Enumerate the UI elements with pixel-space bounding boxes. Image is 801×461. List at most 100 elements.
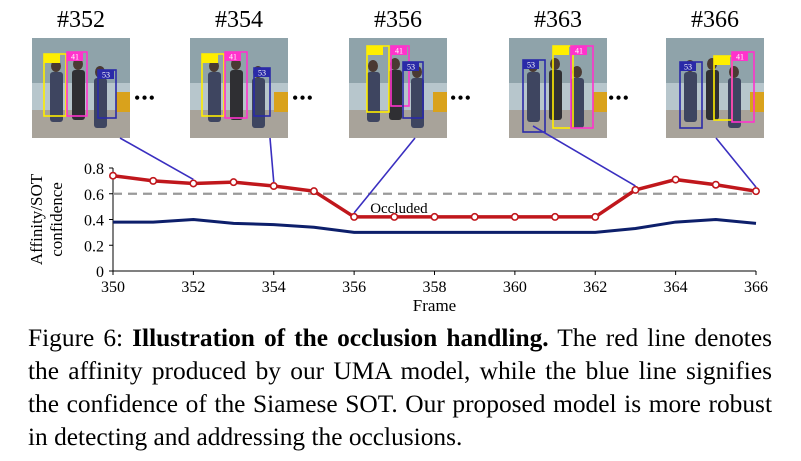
pedestrian-head [729, 66, 739, 78]
pedestrian-body [389, 70, 402, 120]
affinity-point [551, 212, 560, 221]
affinity-point [711, 180, 720, 189]
pedestrian-body [571, 78, 584, 128]
bbox-tag [571, 46, 587, 55]
pedestrian-head [390, 58, 400, 70]
affinity-point [631, 185, 640, 194]
ellipsis: ••• [134, 88, 156, 108]
ellipsis: ••• [450, 88, 472, 108]
ellipsis: ••• [608, 88, 630, 108]
bbox-tag [714, 56, 730, 65]
bbox-tag [403, 62, 419, 71]
yellow-taxi [274, 92, 288, 112]
affinity-point [671, 175, 680, 184]
pedestrian-body [684, 72, 697, 122]
bbox-tag [254, 68, 270, 77]
y-axis-label-line2: confidence [47, 182, 66, 257]
pedestrian-head [550, 58, 560, 70]
affinity-point [470, 212, 479, 221]
pedestrian-body [527, 72, 540, 122]
affinity-point [149, 176, 158, 185]
frame-label: #352 [57, 7, 105, 33]
y-tick-label: 0.6 [84, 187, 104, 204]
pedestrian-body [230, 70, 243, 120]
affinity-point [229, 178, 238, 187]
pedestrian-body [72, 70, 85, 120]
frame-thumbnails: #3524153#3544153#3564153#3635341#3665341… [32, 7, 764, 138]
x-tick-label: 360 [503, 279, 527, 296]
pedestrian-head [572, 66, 582, 78]
affinity-point [430, 212, 439, 221]
affinity-point [309, 187, 318, 196]
x-tick-label: 366 [744, 279, 768, 296]
occlusion-figure: #3524153#3544153#3564153#3635341#3665341… [27, 7, 768, 315]
sot-confidence-line [113, 217, 757, 234]
pedestrian-body [208, 72, 221, 122]
occluded-label: Occluded [370, 201, 428, 217]
bbox-tag [523, 60, 539, 69]
x-tick-label: 356 [342, 279, 366, 296]
bbox-tag [680, 62, 696, 71]
bbox-tag [67, 52, 83, 61]
x-tick-label: 354 [262, 279, 286, 296]
x-tick-label: 362 [583, 279, 607, 296]
bbox-id: 53 [102, 71, 110, 80]
y-axis-label-line1: Affinity/SOT [27, 173, 46, 265]
bbox-id: 41 [71, 53, 79, 62]
bbox-tag [732, 52, 748, 61]
frame-connector-line [353, 137, 416, 214]
x-axis-label: Frame [413, 296, 456, 315]
pedestrian-body [94, 78, 107, 128]
affinity-line [112, 173, 757, 219]
x-tick-label: 352 [181, 279, 205, 296]
frame-thumbnail: 53 41 [509, 38, 607, 138]
frame-thumbnail: 41 53 [349, 38, 447, 138]
caption-text: The red line denotes the affinity produc… [28, 324, 772, 451]
bbox-tag [98, 70, 114, 79]
affinity-chart: 0 0.2 0.4 0.6 0.8 350 352 354 356 358 360 362 364 366… [27, 125, 768, 315]
frame-thumbnail: 41 53 [190, 38, 288, 138]
affinity-point [350, 212, 359, 221]
affinity-point [390, 212, 399, 221]
affinity-point [591, 212, 600, 221]
y-tick-label: 0.2 [84, 238, 104, 255]
bbox-tag [367, 46, 383, 55]
bbox-id: 41 [229, 53, 237, 62]
bbox-tag [553, 46, 569, 55]
yellow-taxi [750, 92, 764, 112]
bbox-id: 53 [407, 63, 415, 72]
pedestrian-head [368, 60, 378, 72]
bbox-id: 41 [575, 47, 583, 56]
x-tick-label: 364 [664, 279, 688, 296]
pedestrian-body [367, 72, 380, 122]
frame-connector-line [532, 125, 636, 187]
y-tick-label: 0.8 [84, 161, 104, 178]
ellipsis: ••• [292, 88, 314, 108]
yellow-taxi [593, 92, 607, 112]
frame-label: #354 [215, 7, 263, 33]
frame-label: #356 [374, 7, 422, 33]
x-tick-label: 358 [423, 279, 447, 296]
bbox-id: 41 [736, 53, 744, 62]
yellow-taxi [433, 92, 447, 112]
bbox-id: 53 [527, 61, 535, 70]
bbox-tag [202, 54, 218, 63]
frame-connector-line [119, 137, 194, 181]
affinity-point [510, 212, 519, 221]
pedestrian-body [706, 70, 719, 120]
caption-bold: Illustration of the occlusion handling. [132, 324, 549, 352]
pedestrian-body [50, 72, 63, 122]
frame-connector-line [269, 137, 275, 183]
affinity-point [751, 187, 760, 196]
frame-label: #366 [691, 7, 739, 33]
frame-thumbnail: 53 41 [666, 38, 764, 138]
bbox-tag [225, 52, 241, 61]
bbox-id: 53 [684, 63, 692, 72]
bbox-id: 41 [395, 47, 403, 56]
caption-prefix: Figure 6: [28, 324, 133, 352]
bbox-tag [391, 46, 407, 55]
pedestrian-body [411, 78, 424, 128]
affinity-point [269, 182, 278, 191]
bbox-tag [44, 54, 60, 63]
frame-connector-line [715, 137, 757, 188]
